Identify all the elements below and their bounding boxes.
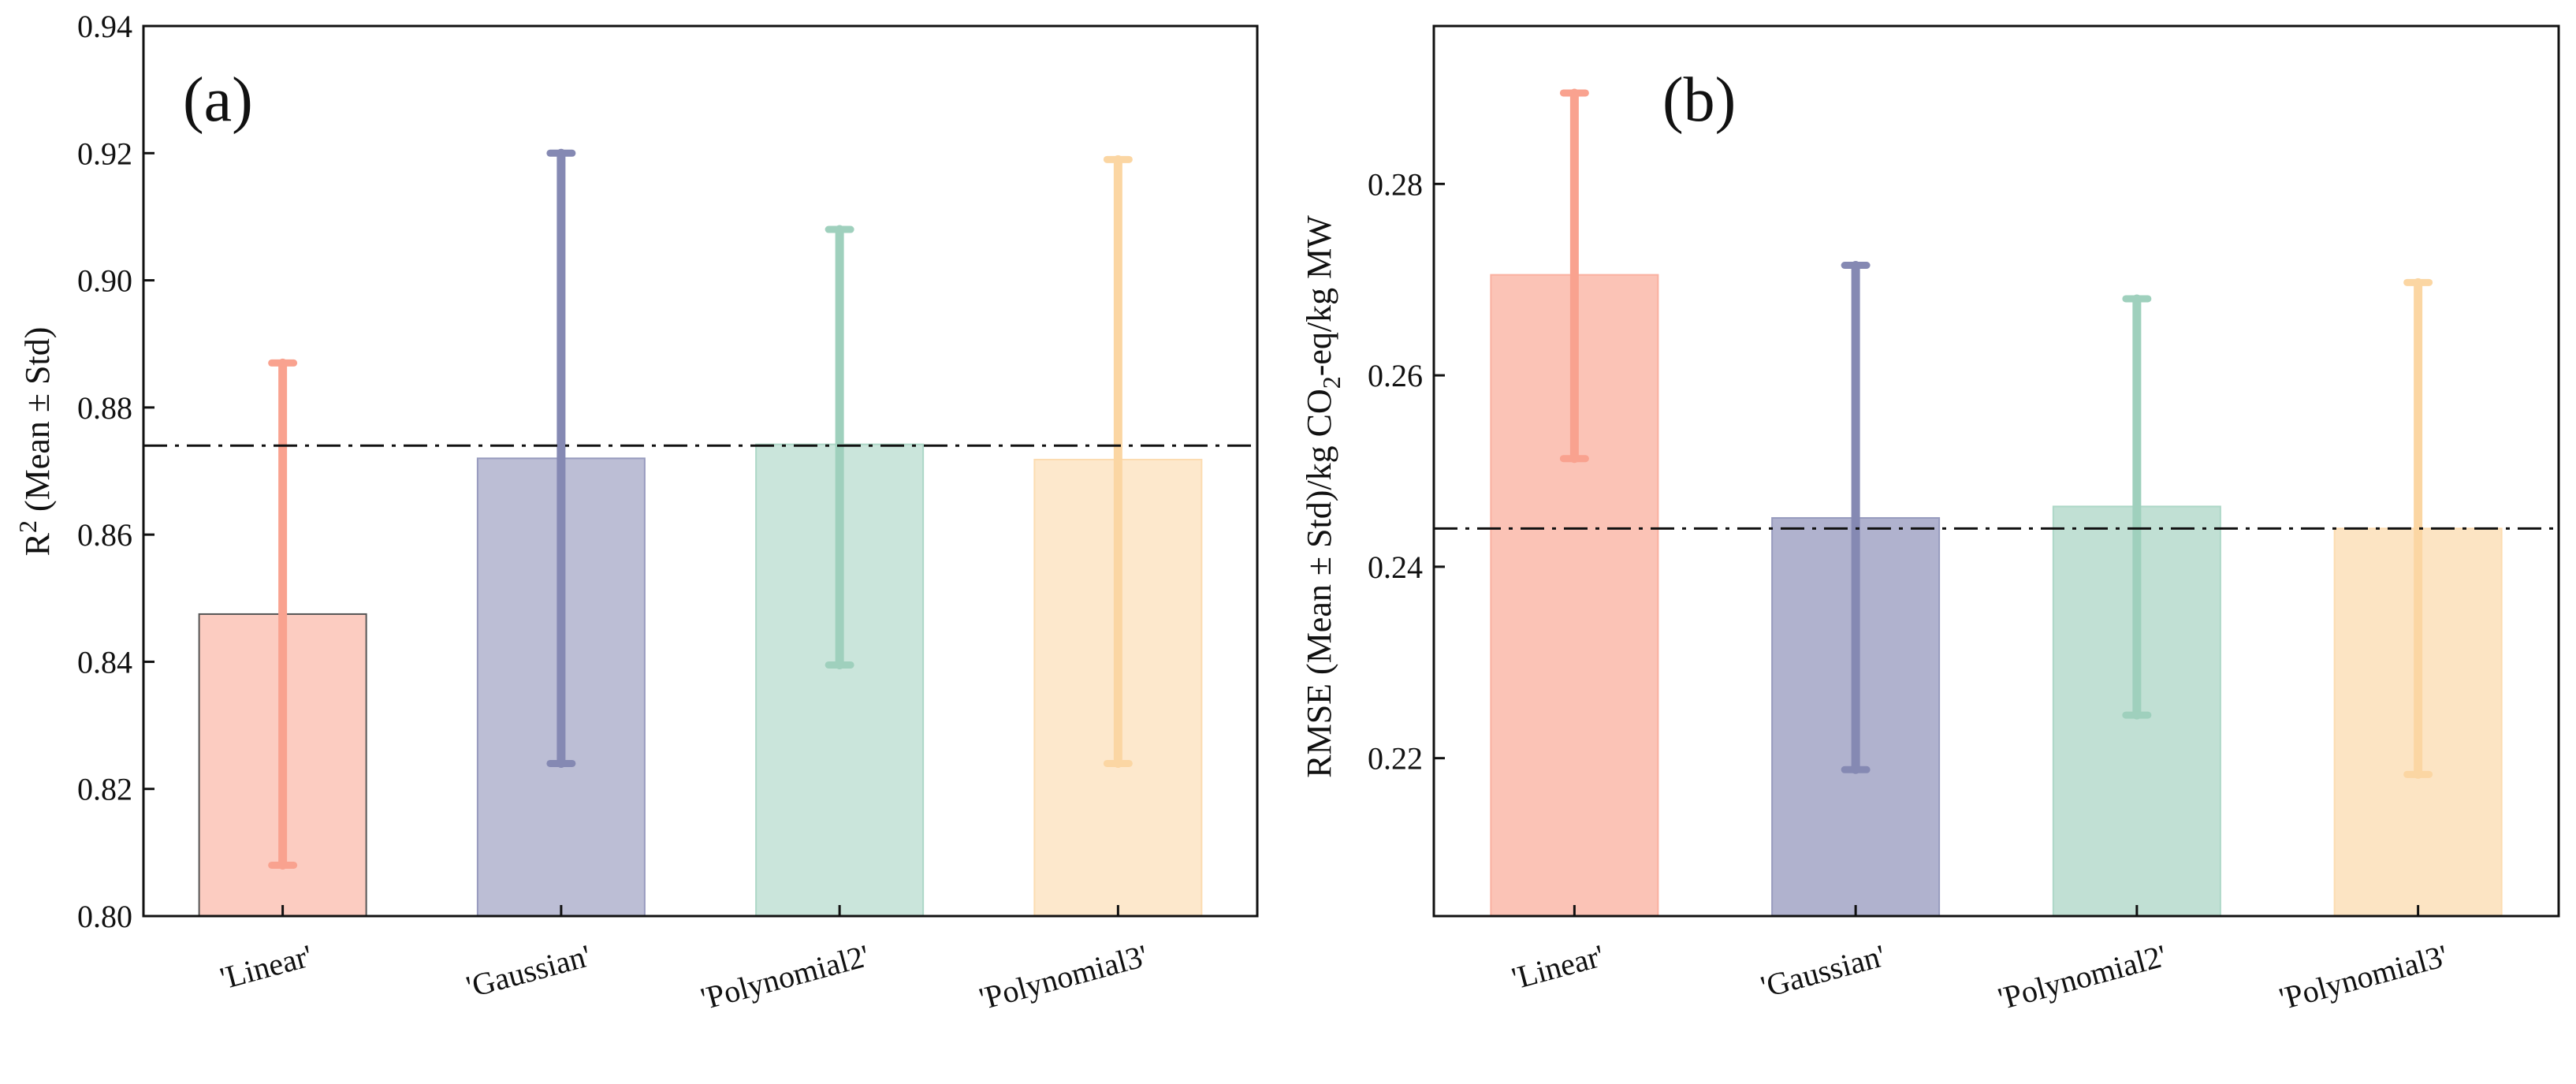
y-tick-label: 0.86 (77, 517, 132, 553)
y-axis: 0.80 0.82 0.84 0.86 0.88 0.90 0.92 0.94 (77, 9, 154, 934)
plot-frame (1432, 24, 2560, 918)
x-tick-label: 'Polynomial3' (2276, 937, 2451, 1016)
x-tick-label: 'Polynomial2' (1994, 937, 2170, 1016)
y-tick-label: 0.80 (77, 899, 132, 934)
error-bars (1559, 88, 2433, 779)
y-tick-label: 0.88 (77, 390, 132, 426)
plot-frame (142, 24, 1259, 918)
y-tick-label: 0.22 (1368, 741, 1423, 777)
x-tick-label: 'Gaussian' (1757, 937, 1889, 1004)
y-axis-title-rest: (Mean ± Std) (18, 327, 57, 520)
y-axis-title: RMSE (Mean ± Std)/kg CO2-eq/kg MW (1300, 215, 1346, 778)
y-tick-label: 0.94 (77, 9, 132, 44)
x-tick-label: 'Linear' (1508, 937, 1607, 996)
x-tick-label: 'Linear' (217, 937, 316, 996)
y-tick-label: 0.28 (1368, 166, 1423, 202)
x-tick-label: 'Polynomial2' (697, 937, 873, 1016)
y-axis-title-sup: 2 (13, 520, 42, 533)
panel-label: (a) (183, 65, 253, 135)
y-tick-label: 0.90 (77, 263, 132, 299)
y-axis-title-main: RMSE (Mean ± Std)/kg CO (1300, 389, 1338, 778)
y-axis-title: R2 (Mean ± Std) (13, 327, 57, 557)
bars (198, 443, 1203, 917)
x-axis: 'Linear' 'Gaussian' 'Polynomial2' 'Polynomi… (217, 905, 1152, 1016)
panel-b: 0.22 0.24 0.26 0.28 'Linear' 'Gaussian' 'Polyn… (1300, 24, 2560, 1016)
bars (1490, 274, 2503, 917)
y-tick-label: 0.24 (1368, 549, 1423, 585)
x-tick-label: 'Gaussian' (463, 937, 594, 1004)
y-axis-title-main: R (18, 532, 57, 556)
x-axis: 'Linear' 'Gaussian' 'Polynomial2' 'Polynomi… (1508, 905, 2451, 1016)
y-tick-label: 0.92 (77, 136, 132, 171)
panel-label: (b) (1662, 65, 1736, 135)
y-tick-label: 0.84 (77, 644, 132, 680)
y-axis-title-rest: -eq/kg MW (1300, 215, 1338, 377)
x-tick-label: 'Polynomial3' (976, 937, 1152, 1016)
y-axis: 0.22 0.24 0.26 0.28 (1368, 166, 1445, 777)
panel-a: 0.80 0.82 0.84 0.86 0.88 0.90 0.92 0.94 'Linear'… (13, 9, 1259, 1016)
error-bars (268, 148, 1133, 870)
y-tick-label: 0.82 (77, 772, 132, 807)
y-axis-title-sub: 2 (1317, 376, 1346, 389)
y-tick-label: 0.26 (1368, 358, 1423, 393)
